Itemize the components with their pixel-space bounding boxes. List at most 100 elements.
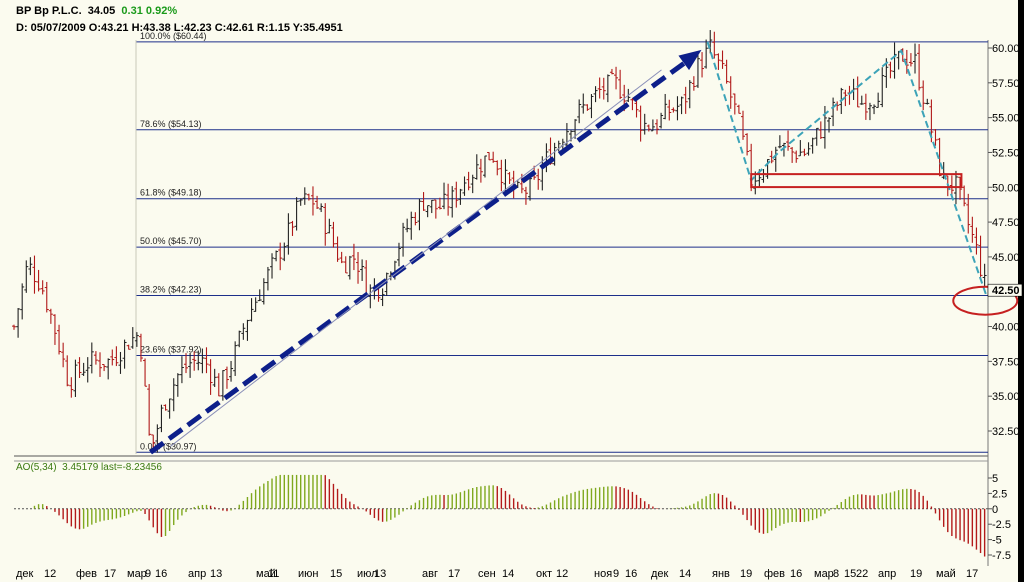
price-bar xyxy=(487,152,492,161)
price-bar xyxy=(216,373,221,397)
date-tick-label: окт xyxy=(536,568,552,580)
date-tick-label: 17 xyxy=(104,568,116,580)
date-tick-label: июл xyxy=(357,568,378,580)
price-bar xyxy=(286,213,291,255)
price-bar xyxy=(921,80,926,111)
price-bar xyxy=(970,216,975,243)
price-bar xyxy=(327,218,332,234)
price-bar xyxy=(978,235,983,279)
date-tick-label: май xyxy=(936,568,956,580)
price-bar xyxy=(130,327,135,349)
price-bar xyxy=(700,52,705,78)
price-bar xyxy=(134,332,139,347)
price-bar xyxy=(650,119,655,132)
price-bar xyxy=(450,186,455,218)
price-bar xyxy=(913,43,918,74)
price-bar xyxy=(274,250,279,262)
date-tick-label: май xyxy=(256,568,276,580)
price-bar xyxy=(278,242,283,271)
ao-tick-label: -2.5 xyxy=(992,519,1011,531)
date-tick-label: 14 xyxy=(502,568,514,580)
price-bar xyxy=(282,242,287,262)
trend-arrow-head xyxy=(678,49,702,71)
date-tick-label: мар xyxy=(814,568,834,580)
support-box xyxy=(750,173,963,189)
price-bar xyxy=(118,351,123,374)
price-tick-label: 45.00 xyxy=(992,252,1020,264)
price-bar xyxy=(618,69,623,100)
price-bar xyxy=(442,182,447,210)
price-bar xyxy=(888,61,893,79)
price-bar xyxy=(491,151,496,163)
price-bar xyxy=(294,197,299,231)
price-bar xyxy=(24,260,29,293)
symbol: BP xyxy=(16,5,32,17)
price-bar xyxy=(892,42,897,79)
price-bar xyxy=(966,193,971,234)
date-tick-label: 19 xyxy=(740,568,752,580)
price-bar xyxy=(36,269,41,292)
price-bar xyxy=(147,384,152,436)
price-bar xyxy=(85,357,90,383)
price-bar xyxy=(48,308,53,324)
price-bar xyxy=(470,174,475,194)
price-bar xyxy=(196,350,201,371)
price-bar xyxy=(499,159,504,192)
wave-zigzag xyxy=(706,41,987,295)
price-bar xyxy=(716,53,721,70)
ao-tick-label: 5 xyxy=(992,473,998,485)
fib-label: 61.8% ($49.18) xyxy=(140,188,202,198)
price-bar xyxy=(458,188,463,205)
quote-header: BP Bp P.L.C. 34.05 0.31 0.92% xyxy=(16,5,177,17)
price-bar xyxy=(974,227,979,255)
price-bar xyxy=(28,257,33,276)
price-bar xyxy=(212,368,217,388)
date-tick-label: 15 xyxy=(844,568,856,580)
price-bar xyxy=(89,342,94,374)
price-bar xyxy=(339,251,344,264)
price-bar xyxy=(806,142,811,156)
price-bar xyxy=(433,199,438,219)
price-bar xyxy=(851,78,856,100)
price-bar xyxy=(724,59,729,84)
price-bar xyxy=(126,344,131,350)
date-tick-label: 17 xyxy=(966,568,978,580)
price-bar xyxy=(421,192,426,211)
price-bar xyxy=(253,297,258,312)
price-tick-label: 47.50 xyxy=(992,217,1020,229)
date-tick-label: 16 xyxy=(155,568,167,580)
ao-tick-label: -7.5 xyxy=(992,550,1011,562)
price-bar xyxy=(867,102,872,121)
date-tick-label: 16 xyxy=(790,568,802,580)
price-bar xyxy=(61,342,66,368)
price-bar xyxy=(958,176,963,200)
price-change-pct: 0.92% xyxy=(145,5,178,17)
price-bar xyxy=(745,133,750,156)
price-tick-label: 55.00 xyxy=(992,113,1020,125)
date-tick-label: фев xyxy=(76,568,97,580)
price-bar xyxy=(257,289,262,302)
price-bar xyxy=(564,123,569,148)
price-bar xyxy=(229,360,234,382)
price-bar xyxy=(478,158,483,183)
date-tick-label: авг xyxy=(422,568,438,580)
price-bar xyxy=(16,308,21,338)
date-tick-label: апр xyxy=(188,568,206,580)
price-bar xyxy=(646,124,651,132)
price-bar xyxy=(597,77,602,99)
price-bar xyxy=(863,93,868,120)
date-tick-label: 8 xyxy=(833,568,839,580)
price-bar xyxy=(482,155,487,178)
price-bar xyxy=(270,253,275,279)
price-bar xyxy=(171,378,176,412)
price-bar xyxy=(609,68,614,75)
price-bar xyxy=(642,113,647,135)
price-bar xyxy=(245,319,250,341)
price-bar xyxy=(224,366,229,389)
price-bar xyxy=(855,76,860,108)
price-bar xyxy=(306,193,311,201)
price-bar xyxy=(712,31,717,59)
